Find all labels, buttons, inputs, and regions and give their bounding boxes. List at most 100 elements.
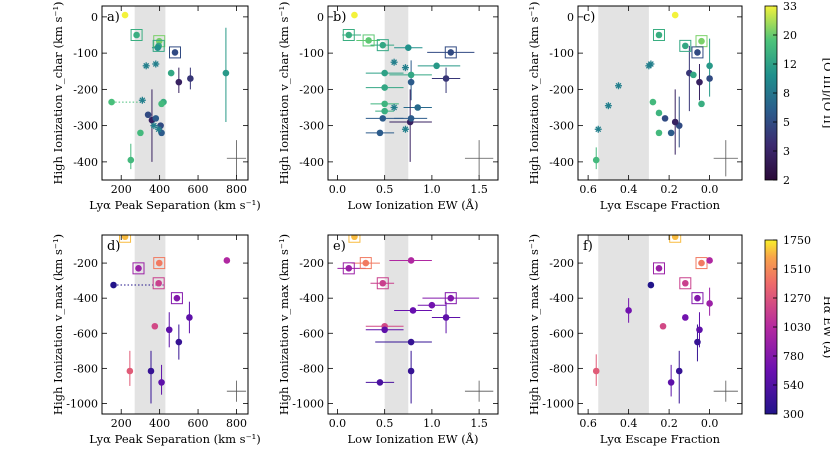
- data-point: [414, 104, 422, 111]
- data-point: [175, 338, 183, 346]
- data-point: [682, 279, 689, 287]
- representative-error: [226, 380, 247, 402]
- data-point: [659, 322, 667, 330]
- colorbar-tick-label: 1510: [783, 263, 811, 276]
- data-point: [682, 42, 689, 50]
- y-tick-label: -300: [549, 120, 574, 133]
- x-tick-label: 0.0: [701, 183, 719, 196]
- data-point: [133, 31, 140, 39]
- panel-label: f): [583, 239, 593, 254]
- data-point: [667, 379, 675, 386]
- y-tick-label: -800: [549, 362, 574, 375]
- y-tick-label: -600: [73, 327, 98, 340]
- data-point: [345, 265, 353, 272]
- star-marker: [150, 122, 158, 130]
- star-marker: [152, 60, 160, 68]
- box-marker: [376, 39, 389, 52]
- star-marker: [142, 62, 150, 70]
- data-point: [376, 129, 384, 137]
- star-marker: [390, 58, 398, 66]
- data-point: [407, 78, 415, 86]
- axes-frame: [327, 5, 499, 181]
- axes-frame: [577, 234, 743, 415]
- box-marker: [669, 235, 682, 243]
- representative-error: [226, 140, 247, 177]
- data-point: [409, 307, 417, 314]
- colorbar-tick-label: 780: [783, 350, 804, 363]
- x-tick-label: 400: [149, 417, 170, 430]
- x-tick-label: 0.5: [376, 417, 394, 430]
- colorbar-tick-label: 8: [783, 87, 790, 100]
- data-point: [625, 307, 632, 314]
- y-tick-label: -200: [299, 83, 324, 96]
- x-tick-label: 1.5: [470, 183, 488, 196]
- panel-f: 0.6 0.4 0.2 0.0 -200 -400 -600 -800 -1000 f) Lyα E…: [527, 234, 743, 446]
- data-point: [158, 379, 165, 386]
- panel-e: 0.0 0.5 1.0 1.5 -200 -400 -600 -800 -1000 e) Low I…: [277, 234, 499, 446]
- data-point: [351, 235, 358, 241]
- data-point: [447, 294, 455, 302]
- data-point: [667, 129, 675, 137]
- data-point: [362, 259, 370, 267]
- data-point: [127, 156, 135, 164]
- star-marker: [155, 125, 163, 133]
- representative-error: [464, 140, 494, 177]
- data-point: [655, 109, 663, 117]
- x-axis-label: Low Ionization EW (Å): [348, 432, 479, 446]
- y-tick-label: -100: [299, 47, 324, 60]
- data-point: [137, 129, 144, 137]
- data-point: [698, 100, 705, 108]
- y-tick-label: 0: [317, 11, 324, 24]
- box-marker: [691, 292, 704, 305]
- y-tick-label: -200: [549, 257, 574, 270]
- data-point: [690, 71, 697, 79]
- x-tick-label: 200: [111, 417, 132, 430]
- points-f: [592, 235, 713, 404]
- data-point: [158, 100, 165, 108]
- colorbar-tick-label: 1270: [783, 292, 811, 305]
- data-point: [428, 301, 436, 309]
- box-marker: [342, 262, 355, 275]
- data-point: [144, 111, 152, 119]
- y-tick-label: -1000: [542, 397, 574, 410]
- data-point: [379, 279, 387, 287]
- data-point: [173, 294, 181, 302]
- data-point: [706, 300, 713, 307]
- box-marker: [679, 277, 692, 290]
- data-point: [592, 367, 600, 375]
- x-tick-label: 0.0: [329, 183, 347, 196]
- data-point: [147, 367, 155, 375]
- box-marker: [348, 235, 361, 243]
- x-tick-label: 0.2: [660, 417, 678, 430]
- data-point: [381, 107, 388, 115]
- y-tick-label: -800: [73, 362, 98, 375]
- panel-d: 200 400 600 800 -200 -400 -600 -800 -1000 d) Lyα P…: [51, 234, 261, 446]
- data-point: [155, 259, 163, 267]
- points-a: [108, 11, 230, 170]
- y-tick-label: -400: [549, 292, 574, 305]
- x-tick-label: 1.0: [423, 417, 441, 430]
- x-axis-label: Lyα Peak Separation (km s⁻¹): [89, 432, 260, 446]
- star-marker: [614, 82, 622, 90]
- data-point: [154, 44, 162, 51]
- data-point: [696, 78, 703, 86]
- y-tick-label: -200: [73, 257, 98, 270]
- x-tick-label: 0.4: [620, 417, 638, 430]
- x-tick-label: 0.5: [376, 183, 394, 196]
- y-tick-label: -1000: [292, 397, 324, 410]
- x-tick-label: 0.0: [701, 417, 719, 430]
- data-point: [592, 156, 600, 164]
- colorbar-tick-label: 300: [783, 408, 804, 421]
- data-point: [407, 115, 415, 122]
- axes-frame: [101, 234, 249, 415]
- star-marker: [401, 125, 409, 133]
- data-point: [345, 31, 353, 39]
- colorbar-tick-label: 540: [783, 379, 804, 392]
- data-point: [376, 379, 384, 386]
- star-marker: [401, 64, 409, 72]
- points-d: [110, 235, 231, 404]
- x-axis-label: Low Ionization EW (Å): [348, 198, 479, 212]
- data-point: [365, 37, 372, 44]
- colorbar-tick-label: 1750: [783, 234, 811, 247]
- data-point: [135, 265, 142, 272]
